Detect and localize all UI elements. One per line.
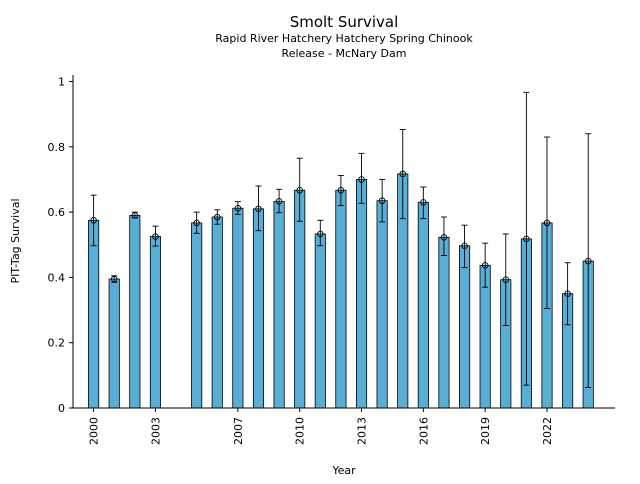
y-tick-label: 0.8	[48, 141, 66, 154]
x-tick-label: 2019	[479, 417, 492, 445]
x-tick-label: 2007	[232, 417, 245, 445]
data-point	[378, 197, 386, 204]
bar	[335, 189, 347, 409]
data-point	[234, 204, 242, 212]
chart-subtitle-line-2: Release - McNary Dam	[282, 47, 407, 60]
bar	[211, 216, 223, 409]
data-point	[523, 235, 530, 243]
data-point	[317, 230, 324, 238]
y-tick-label: 1	[58, 76, 65, 89]
bar	[314, 233, 326, 409]
bar	[355, 179, 368, 409]
bar	[438, 236, 450, 409]
data-point	[337, 186, 345, 194]
bar	[108, 278, 120, 409]
plot-area: 0 0.2 0.4 0.6 0.8 1 2000 2003 2007 2010 2013 2016 20…	[48, 75, 615, 445]
bar	[232, 207, 244, 409]
data-point	[255, 205, 262, 213]
data-point	[502, 276, 510, 283]
data-point	[584, 257, 592, 265]
x-tick-label: 2016	[417, 417, 430, 445]
data-point	[564, 290, 571, 297]
data-point	[420, 199, 427, 206]
bar	[88, 219, 100, 409]
x-tick-label: 2000	[88, 417, 101, 445]
data-point	[214, 213, 221, 221]
bar	[129, 214, 141, 409]
x-tick-label: 2003	[149, 417, 162, 445]
data-point	[481, 262, 489, 269]
bar	[191, 222, 203, 409]
data-point	[110, 275, 118, 283]
y-tick-label: 0.2	[48, 337, 66, 350]
bar	[376, 200, 388, 409]
data-point	[193, 219, 200, 227]
bar	[273, 200, 285, 409]
data-point	[90, 217, 97, 224]
data-point	[275, 198, 283, 205]
y-tick-label: 0.4	[48, 271, 66, 284]
chart-subtitle-line-1: Rapid River Hatchery Hatchery Spring Chi…	[215, 32, 473, 45]
data-point	[131, 212, 139, 219]
bar	[417, 201, 429, 409]
x-tick-label: 2010	[294, 417, 307, 445]
data-point	[440, 234, 448, 241]
data-point	[399, 170, 406, 178]
data-point	[358, 176, 365, 183]
bar	[149, 236, 161, 409]
x-tick-label: 2022	[541, 417, 554, 445]
y-tick-label: 0.6	[48, 206, 66, 219]
bar	[294, 189, 306, 409]
bar	[252, 208, 265, 409]
data-point	[296, 186, 303, 194]
data-point	[461, 242, 468, 249]
chart-title: Smolt Survival	[290, 13, 399, 31]
y-tick-label: 0	[58, 402, 65, 415]
y-axis-label: PIT-Tag Survival	[9, 198, 22, 283]
x-axis-label: Year	[331, 464, 356, 477]
data-point	[152, 233, 159, 240]
bar	[459, 245, 471, 409]
x-tick-label: 2013	[356, 417, 369, 445]
data-point	[543, 219, 551, 227]
